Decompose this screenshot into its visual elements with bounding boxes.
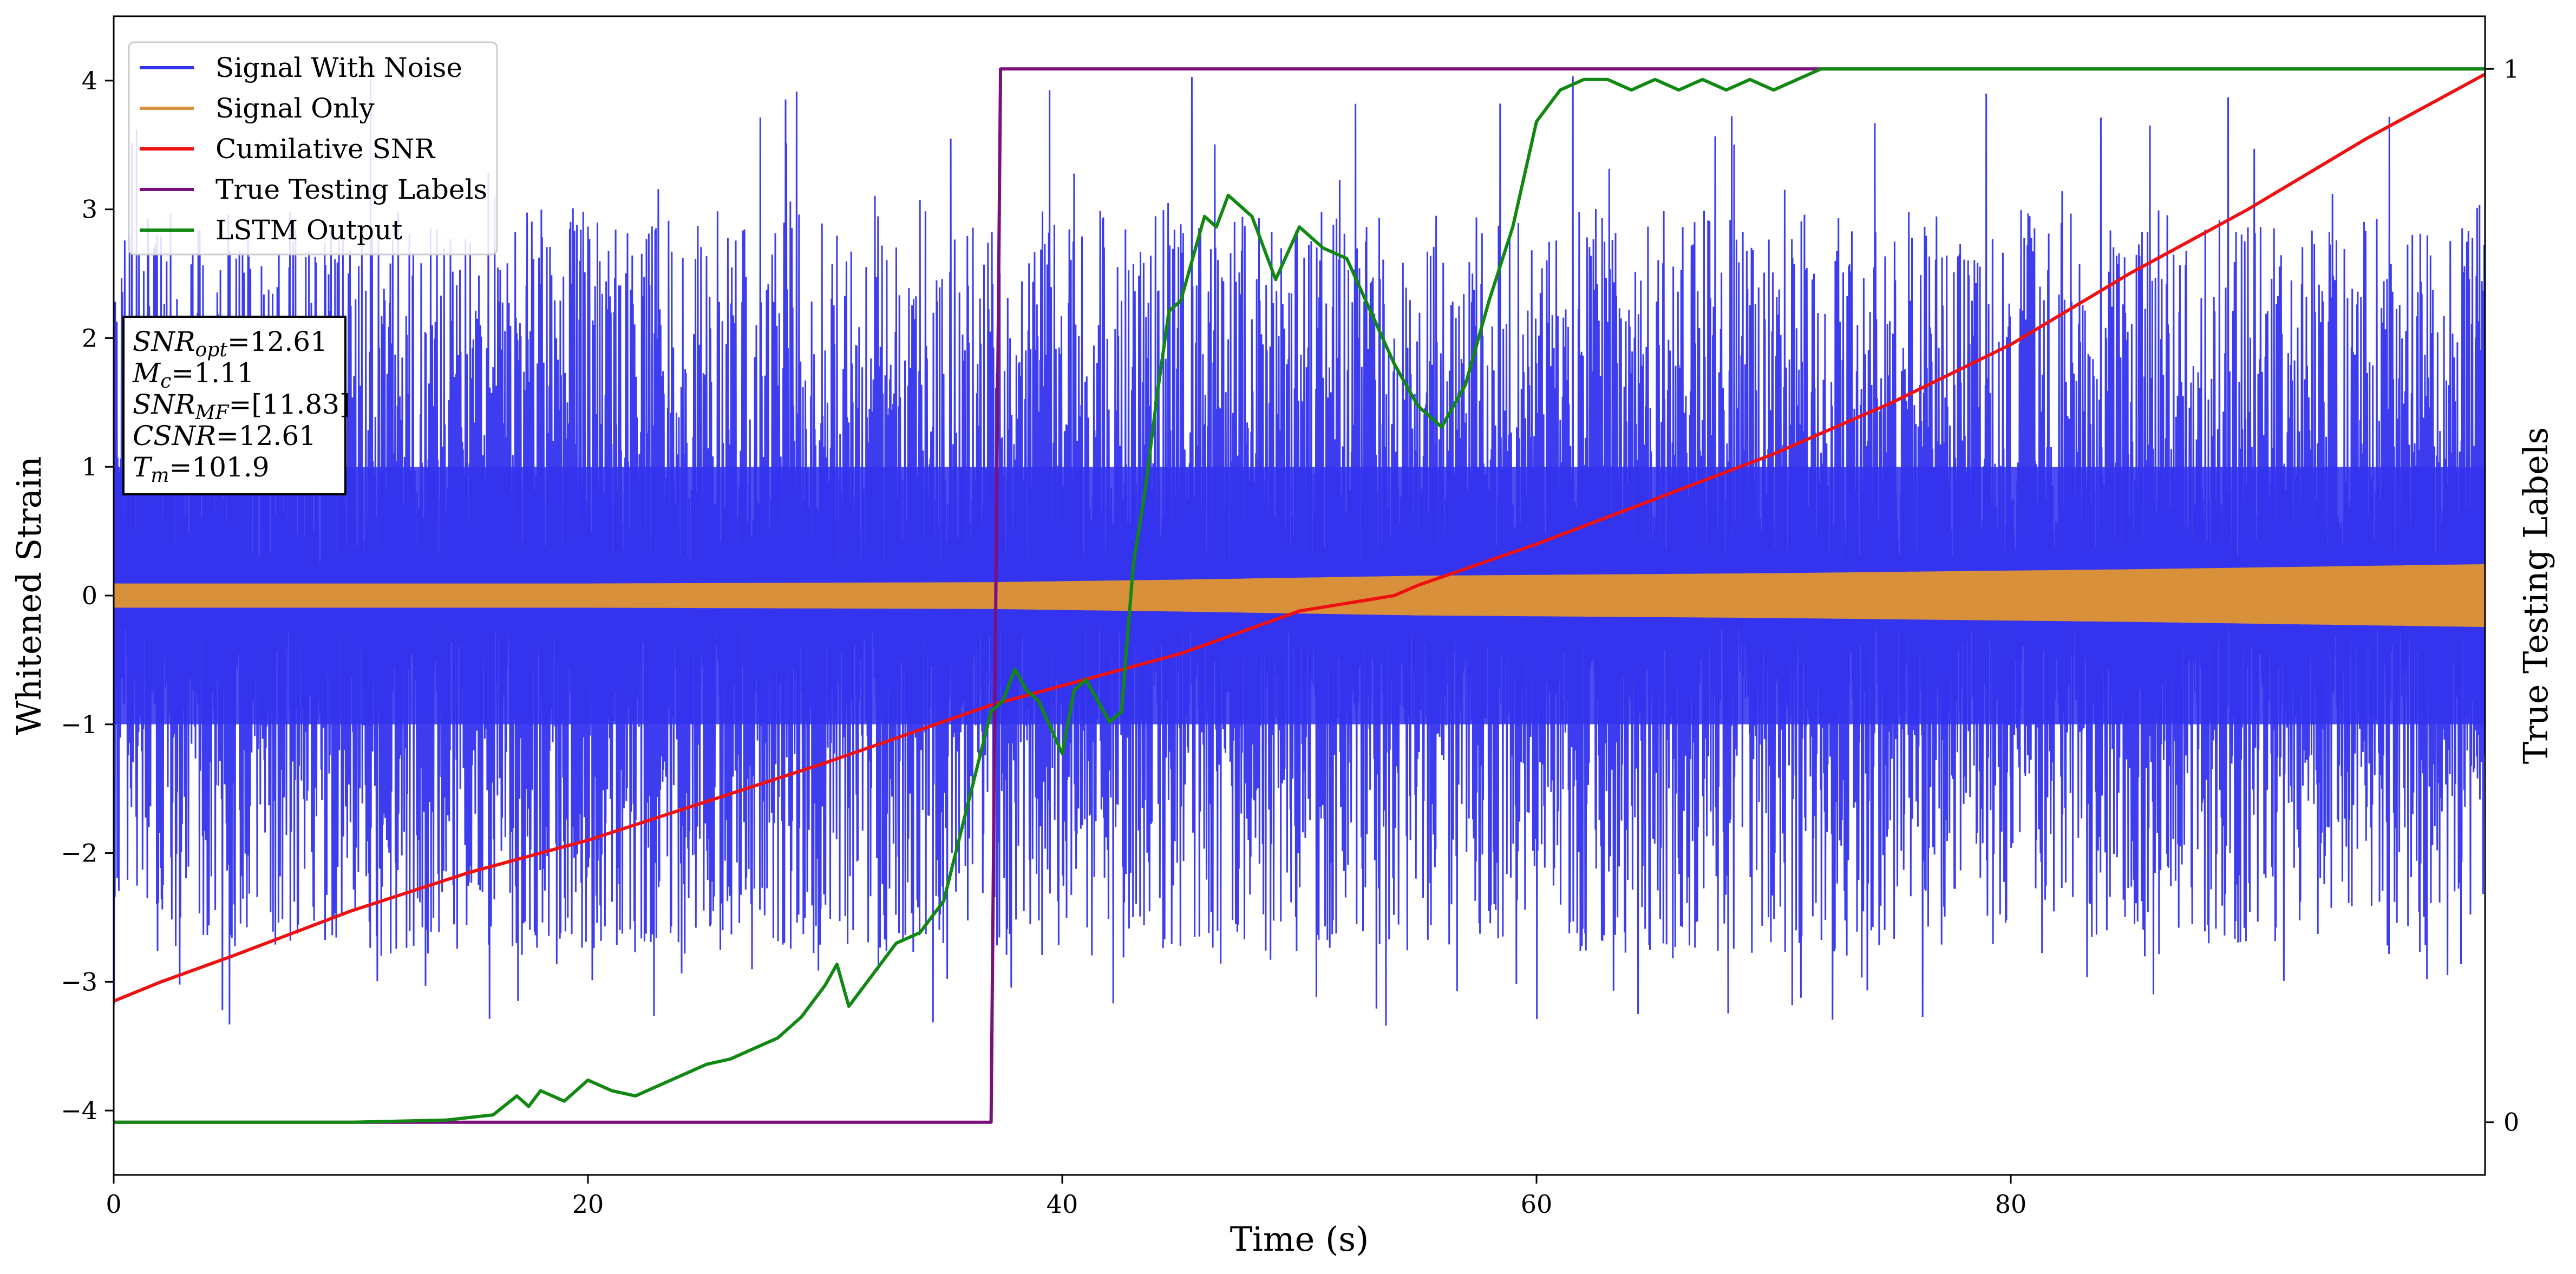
legend-label: Signal With Noise [215,52,462,83]
x-tick-label: 60 [1521,1190,1553,1219]
true-testing-labels-line [114,67,2485,1124]
y-tick-label: 1 [82,452,97,481]
annotation-line: Tm=101.9 [133,452,270,487]
annotation-box: SNRopt=12.61Mc=1.11SNRMF=[11.83]CSNR=12.… [122,316,350,495]
y-right-tick-label: 1 [2503,54,2519,83]
x-tick-label: 80 [1995,1190,2027,1219]
y-tick-label: 2 [82,323,97,352]
annotation-frame [122,316,346,495]
y-tick-label: 3 [82,195,97,224]
x-tick-label: 40 [1047,1190,1078,1219]
y-tick-label: −3 [61,967,97,996]
y-axis-right-label: True Testing Labels [2516,427,2555,765]
annotation-line: SNRMF=[11.83] [133,389,350,424]
legend: Signal With Noise Signal Only Cumilative S… [128,41,498,256]
y-right-tick-label: 0 [2503,1108,2519,1137]
legend-label: Cumilative SNR [215,133,435,165]
x-tick-label: 0 [106,1190,121,1219]
annotation-line: Mc=1.11 [132,357,254,393]
lstm-output-line [114,67,2485,1124]
y-axis-label: Whitened Strain [9,456,49,735]
cumulative-snr-line [113,73,2486,1003]
y-tick-label: −2 [61,839,97,868]
legend-label: LSTM Output [215,214,402,246]
y-tick-label: 0 [82,581,97,610]
x-tick-label: 20 [572,1190,604,1219]
series-layer [113,67,2486,1124]
y-tick-label: 4 [82,66,97,95]
y-tick-label: −4 [61,1096,97,1125]
x-axis-label: Time (s) [1230,1219,1369,1259]
legend-label: True Testing Labels [215,174,487,205]
legend-frame [128,41,498,256]
annotation-line: SNRopt=12.61 [133,326,328,361]
legend-label: Signal Only [215,93,375,124]
annotation-line: CSNR=12.61 [133,420,316,452]
y-tick-label: −1 [61,710,97,739]
